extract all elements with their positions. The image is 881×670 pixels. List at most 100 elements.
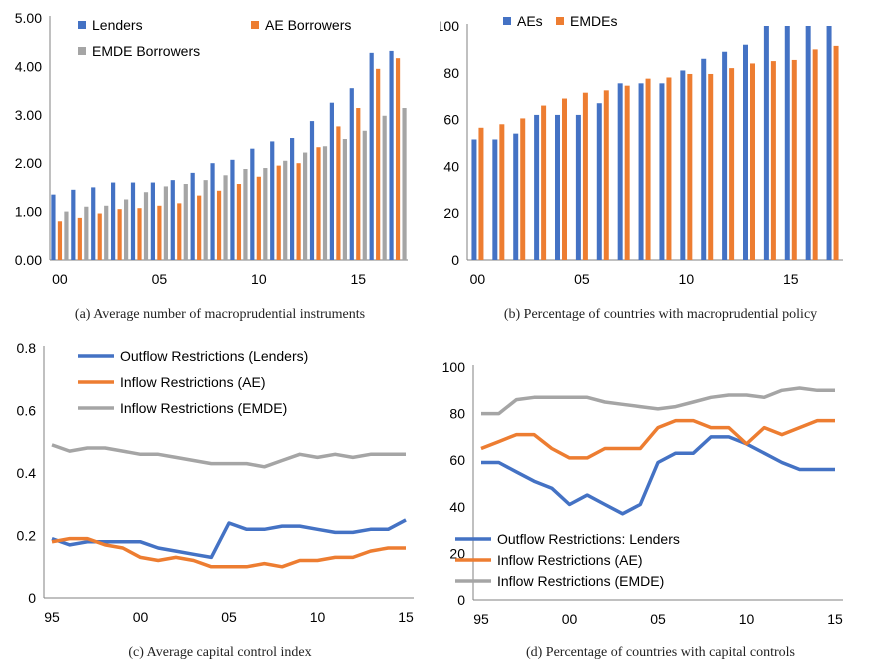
chart-panel-a: 0.00 1.00 2.00 3.00 4.00 5.00 00 05 10 15 Lenders A… xyxy=(0,0,440,300)
bar-emde-borrowers-03 xyxy=(124,199,129,260)
bar-ae-borrowers-07 xyxy=(197,195,202,260)
bar-ae-borrowers-02 xyxy=(97,213,102,260)
y-tick-label: 100 xyxy=(440,18,459,34)
bar-emde-borrowers-15 xyxy=(362,130,367,260)
x-tick-label: 95 xyxy=(44,609,60,625)
bar-emdes-07 xyxy=(624,85,630,260)
bar-emdes-16 xyxy=(812,49,818,261)
line-inflow-restrictions-ae xyxy=(480,418,835,460)
legend-label-emdes: EMDEs xyxy=(570,13,617,29)
y-tick-label: 60 xyxy=(449,452,465,468)
y-tick-label: 40 xyxy=(443,158,459,174)
bar-emde-borrowers-07 xyxy=(203,180,208,260)
y-tick-label: 0.8 xyxy=(17,340,37,356)
line-inflow-restrictions-ae xyxy=(51,536,406,569)
bar-aes-11 xyxy=(701,58,707,261)
bar-ae-borrowers-17 xyxy=(395,58,401,261)
bar-aes-12 xyxy=(722,51,728,260)
legend-label-inflow-restrictions-ae: Inflow Restrictions (AE) xyxy=(497,552,642,568)
bar-emdes-01 xyxy=(499,124,505,260)
bar-aes-08 xyxy=(638,83,644,260)
x-tick-label: 95 xyxy=(473,611,489,627)
bar-emde-borrowers-14 xyxy=(342,139,347,260)
bar-emdes-02 xyxy=(520,118,526,261)
caption-d: (d) Percentage of countries with capital… xyxy=(525,645,795,660)
bar-aes-04 xyxy=(555,114,560,260)
y-tick-label: 1.00 xyxy=(15,204,42,220)
bar-emde-borrowers-08 xyxy=(223,175,228,260)
legend-swatch-lenders xyxy=(78,21,86,29)
bar-lenders-11 xyxy=(270,141,275,260)
bar-lenders-07 xyxy=(190,172,195,260)
legend-swatch-emdes xyxy=(556,17,564,25)
bar-lenders-06 xyxy=(170,180,175,260)
bar-aes-15 xyxy=(784,26,790,260)
bar-lenders-14 xyxy=(329,102,334,260)
legend-label-inflow-restrictions-ae: Inflow Restrictions (AE) xyxy=(120,374,265,390)
x-tick-label: 15 xyxy=(398,609,414,625)
x-tick-label: 10 xyxy=(251,271,267,287)
bar-ae-borrowers-04 xyxy=(137,208,142,260)
line-outflow-restrictions-lenders xyxy=(51,518,407,560)
line-inflow-restrictions-emde xyxy=(51,443,406,469)
chart-c-svg: 0 0.2 0.4 0.6 0.8 95 00 05 10 15 Outflow Restricti… xyxy=(17,340,414,625)
bar-aes-16 xyxy=(805,26,811,260)
y-tick-label: 2.00 xyxy=(15,155,42,171)
bar-emde-borrowers-02 xyxy=(104,205,109,260)
y-tick-label: 0 xyxy=(457,592,465,608)
legend-label-ae-borrowers: AE Borrowers xyxy=(265,17,351,33)
y-tick-label: 0.6 xyxy=(17,403,37,419)
bar-emdes-00 xyxy=(478,127,484,260)
line-outflow-restrictions-lenders xyxy=(481,435,835,516)
bar-lenders-13 xyxy=(309,121,315,260)
x-tick-label: 05 xyxy=(221,609,237,625)
bar-emdes-10 xyxy=(687,73,693,260)
legend-swatch-ae-borrowers xyxy=(251,21,259,29)
legend-label-aes: AEs xyxy=(517,13,543,29)
y-tick-label: 0 xyxy=(451,252,459,268)
x-tick-label: 15 xyxy=(783,271,799,287)
x-tick-label: 15 xyxy=(350,271,366,287)
x-tick-label: 05 xyxy=(152,271,168,287)
legend-label-lenders: Lenders xyxy=(92,17,143,33)
chart-panel-d: 0 20 40 60 80 100 95 00 05 10 15 Outflow Restrictio… xyxy=(440,330,881,640)
bar-aes-00 xyxy=(471,139,477,260)
bar-ae-borrowers-03 xyxy=(117,209,122,260)
bar-lenders-00 xyxy=(51,194,56,260)
caption-c: (c) Average capital control index xyxy=(128,645,312,660)
bar-lenders-10 xyxy=(250,148,255,260)
y-tick-label: 20 xyxy=(443,205,459,221)
y-tick-label: 0.4 xyxy=(17,465,37,481)
bar-ae-borrowers-05 xyxy=(157,205,162,260)
bar-ae-borrowers-16 xyxy=(376,68,381,260)
bar-aes-01 xyxy=(492,139,498,260)
bar-lenders-12 xyxy=(290,138,295,260)
legend-label-inflow-restrictions-emde: Inflow Restrictions (EMDE) xyxy=(120,400,287,416)
x-tick-label: 00 xyxy=(52,271,68,287)
bar-lenders-03 xyxy=(111,182,116,260)
bar-aes-17 xyxy=(826,26,832,260)
bar-emde-borrowers-01 xyxy=(84,206,89,260)
x-tick-label: 10 xyxy=(739,611,755,627)
bar-ae-borrowers-09 xyxy=(236,184,242,260)
x-tick-label: 00 xyxy=(133,609,149,625)
bar-emdes-13 xyxy=(750,63,755,260)
caption-a: (a) Average number of macroprudential in… xyxy=(74,307,366,322)
bar-lenders-01 xyxy=(71,189,76,260)
y-tick-label: 4.00 xyxy=(15,58,42,74)
bar-lenders-16 xyxy=(369,52,374,261)
y-tick-label: 100 xyxy=(442,359,466,375)
bar-emde-borrowers-16 xyxy=(382,115,387,260)
x-tick-label: 00 xyxy=(470,271,486,287)
chart-d-svg: 0 20 40 60 80 100 95 00 05 10 15 Outflow Restrictio… xyxy=(442,359,843,627)
x-tick-label: 05 xyxy=(650,611,666,627)
bar-emdes-15 xyxy=(791,59,797,261)
bar-ae-borrowers-14 xyxy=(336,126,341,260)
x-tick-label: 10 xyxy=(310,609,326,625)
legend-label-inflow-restrictions-emde: Inflow Restrictions (EMDE) xyxy=(497,573,664,589)
bar-lenders-09 xyxy=(230,159,235,260)
y-tick-label: 3.00 xyxy=(15,107,42,123)
caption-b: (b) Percentage of countries with macropr… xyxy=(503,307,818,322)
bar-emde-borrowers-04 xyxy=(143,192,149,260)
y-tick-label: 80 xyxy=(449,406,465,422)
